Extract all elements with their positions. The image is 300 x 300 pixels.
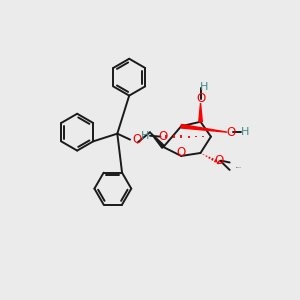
Text: O: O [177, 146, 186, 159]
Polygon shape [199, 103, 202, 122]
Text: O: O [214, 154, 224, 166]
Text: O: O [226, 126, 236, 139]
Text: methoxy: methoxy [236, 167, 242, 168]
Text: H: H [141, 131, 149, 141]
Text: H: H [241, 127, 249, 137]
Text: O: O [132, 133, 141, 146]
Polygon shape [181, 124, 227, 132]
Text: O: O [158, 130, 167, 143]
Polygon shape [150, 132, 165, 148]
Text: H: H [200, 82, 208, 92]
Text: O: O [196, 92, 205, 105]
